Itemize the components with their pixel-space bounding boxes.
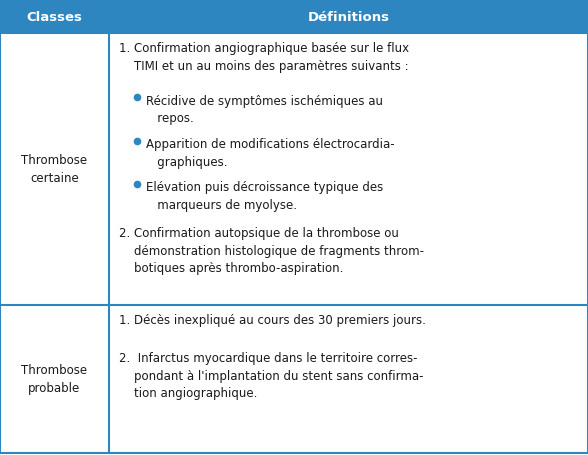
Bar [0,305,588,453]
Text: 2. Confirmation autopsique de la thrombose ou
    démonstration histologique de : 2. Confirmation autopsique de la thrombo… [119,227,425,274]
Bar [0,0,109,34]
Bar [109,0,588,34]
Text: Classes: Classes [26,10,82,24]
Text: 1. Décès inexpliqué au cours des 30 premiers jours.: 1. Décès inexpliqué au cours des 30 prem… [119,313,426,326]
Text: 1. Confirmation angiographique basée sur le flux
    TIMI et un au moins des par: 1. Confirmation angiographique basée sur… [119,42,409,73]
Text: Apparition de modifications électrocardia-
   graphiques.: Apparition de modifications électrocardi… [146,138,395,168]
Text: 2.  Infarctus myocardique dans le territoire corres-
    pondant à l'implantatio: 2. Infarctus myocardique dans le territo… [119,352,424,399]
Text: Elévation puis décroissance typique des
   marqueurs de myolyse.: Elévation puis décroissance typique des … [146,181,383,212]
Text: Thrombose
certaine: Thrombose certaine [21,154,88,185]
Text: Définitions: Définitions [308,10,389,24]
Text: Récidive de symptômes ischémiques au
   repos.: Récidive de symptômes ischémiques au rep… [146,95,383,125]
Text: Thrombose
probable: Thrombose probable [21,364,88,394]
Bar [0,34,588,305]
